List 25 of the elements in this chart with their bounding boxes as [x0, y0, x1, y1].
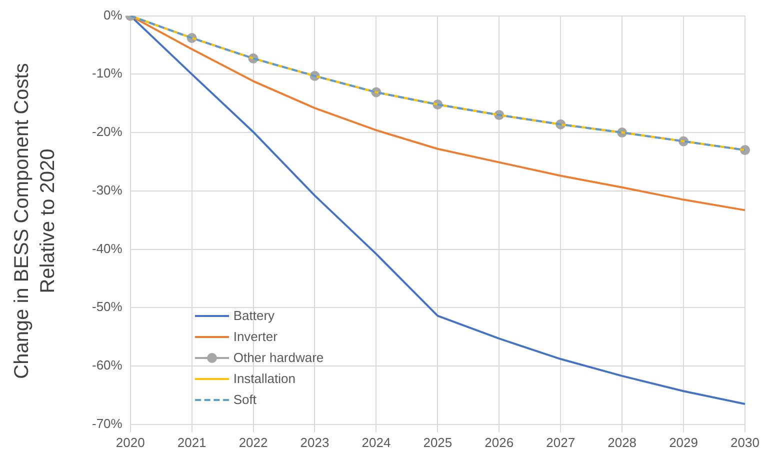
x-tick-label: 2028 — [608, 434, 637, 450]
y-tick-label: 0% — [104, 7, 123, 22]
legend-label: Other hardware — [233, 350, 324, 366]
x-tick-label: 2020 — [116, 434, 145, 450]
x-tick-label: 2024 — [362, 434, 391, 450]
y-tick-label: -40% — [92, 240, 123, 256]
y-tick-label: -20% — [92, 124, 123, 140]
x-tick-label: 2027 — [546, 434, 576, 450]
y-tick-label: -60% — [92, 358, 123, 373]
x-tick-label: 2022 — [238, 434, 268, 450]
legend-label: Installation — [233, 371, 296, 386]
x-tick-label: 2023 — [300, 434, 330, 450]
x-tick-label: 2025 — [423, 434, 452, 450]
y-tick-label: -10% — [92, 66, 123, 81]
x-tick-label: 2021 — [177, 434, 206, 450]
y-axis-title: Change in BESS Component Costs Relative to 2020 — [10, 62, 60, 381]
x-tick-label: 2030 — [730, 434, 760, 450]
legend-label: Battery — [233, 308, 275, 324]
legend-label: Inverter — [233, 329, 278, 344]
legend-label: Soft — [233, 392, 256, 408]
x-tick-label: 2026 — [484, 434, 514, 450]
y-tick-label: -50% — [92, 299, 123, 314]
y-tick-label: -30% — [92, 182, 123, 198]
y-tick-label: -70% — [92, 416, 123, 431]
x-tick-label: 2029 — [669, 434, 698, 450]
